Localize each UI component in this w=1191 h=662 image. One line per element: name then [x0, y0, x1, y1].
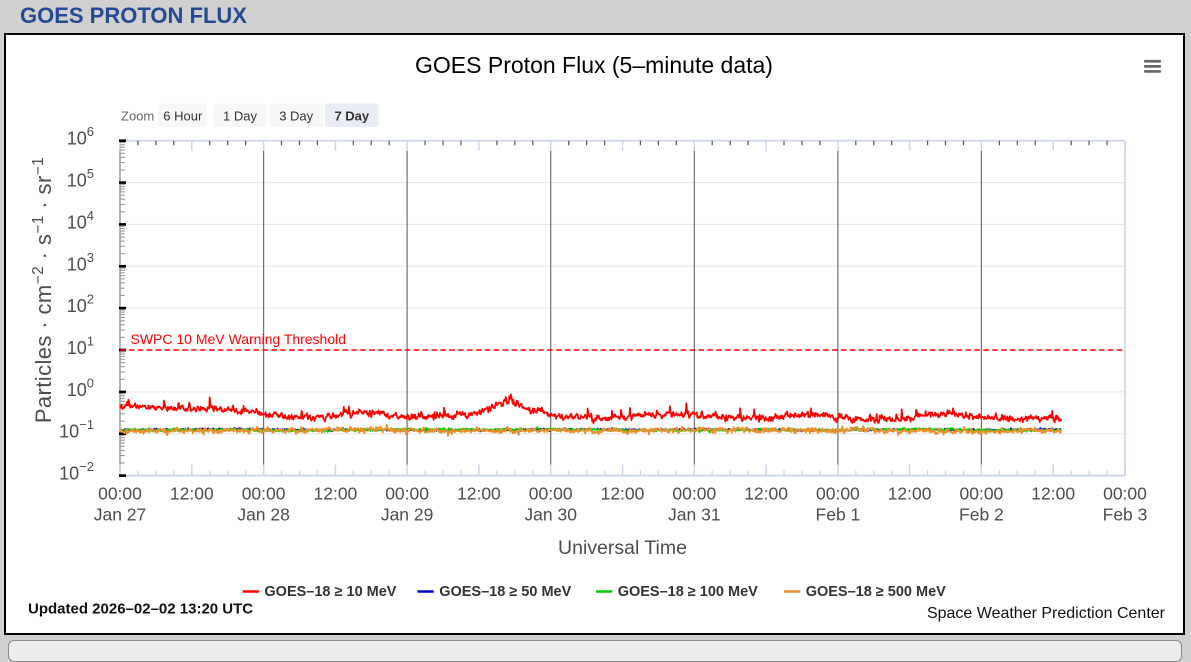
- svg-text:106: 106: [67, 124, 94, 149]
- svg-text:Feb 2: Feb 2: [959, 505, 1004, 525]
- svg-text:Feb 3: Feb 3: [1103, 505, 1148, 525]
- svg-text:00:00: 00:00: [960, 484, 1004, 504]
- svg-text:12:00: 12:00: [170, 484, 214, 504]
- svg-text:00:00: 00:00: [98, 484, 142, 504]
- svg-text:Zoom: Zoom: [121, 109, 154, 124]
- svg-text:12:00: 12:00: [888, 484, 932, 504]
- svg-text:Universal Time: Universal Time: [558, 537, 687, 559]
- svg-text:101: 101: [67, 334, 94, 359]
- svg-text:12:00: 12:00: [601, 484, 645, 504]
- svg-text:102: 102: [67, 292, 94, 317]
- svg-text:00:00: 00:00: [1103, 484, 1147, 504]
- svg-text:Particles · cm−2 · s−1 · sr−1: Particles · cm−2 · s−1 · sr−1: [30, 157, 56, 423]
- svg-text:GOES–18 ≥ 500 MeV: GOES–18 ≥ 500 MeV: [806, 584, 946, 600]
- svg-text:00:00: 00:00: [529, 484, 573, 504]
- svg-text:6 Hour: 6 Hour: [163, 109, 203, 124]
- svg-text:GOES–18 ≥ 10 MeV: GOES–18 ≥ 10 MeV: [264, 584, 396, 600]
- svg-text:00:00: 00:00: [672, 484, 716, 504]
- svg-text:GOES Proton Flux (5–minute dat: GOES Proton Flux (5–minute data): [415, 52, 773, 78]
- svg-text:105: 105: [67, 166, 94, 191]
- svg-text:Jan 27: Jan 27: [94, 505, 147, 525]
- svg-text:Space Weather Prediction Cente: Space Weather Prediction Center: [927, 605, 1166, 622]
- svg-text:7 Day: 7 Day: [334, 109, 369, 124]
- svg-text:SWPC 10 MeV Warning Threshold: SWPC 10 MeV Warning Threshold: [131, 331, 347, 347]
- svg-text:Feb 1: Feb 1: [816, 505, 861, 525]
- svg-text:00:00: 00:00: [816, 484, 860, 504]
- svg-text:00:00: 00:00: [242, 484, 286, 504]
- svg-text:12:00: 12:00: [457, 484, 501, 504]
- svg-text:Jan 30: Jan 30: [524, 505, 577, 525]
- svg-text:10−1: 10−1: [59, 417, 94, 442]
- svg-text:103: 103: [67, 250, 94, 275]
- svg-text:GOES–18 ≥ 50 MeV: GOES–18 ≥ 50 MeV: [439, 584, 571, 600]
- svg-text:3 Day: 3 Day: [279, 109, 313, 124]
- svg-text:Jan 29: Jan 29: [381, 505, 434, 525]
- svg-text:10−2: 10−2: [59, 459, 94, 484]
- svg-text:GOES–18 ≥ 100 MeV: GOES–18 ≥ 100 MeV: [618, 584, 758, 600]
- svg-text:12:00: 12:00: [1031, 484, 1075, 504]
- svg-text:104: 104: [67, 208, 94, 233]
- svg-text:00:00: 00:00: [385, 484, 429, 504]
- svg-text:100: 100: [67, 375, 94, 400]
- svg-text:1 Day: 1 Day: [223, 109, 257, 124]
- svg-text:Jan 28: Jan 28: [237, 505, 290, 525]
- svg-text:12:00: 12:00: [314, 484, 358, 504]
- svg-text:Jan 31: Jan 31: [668, 505, 721, 525]
- svg-text:12:00: 12:00: [744, 484, 788, 504]
- svg-text:Updated 2026–02–02 13:20 UTC: Updated 2026–02–02 13:20 UTC: [28, 601, 253, 618]
